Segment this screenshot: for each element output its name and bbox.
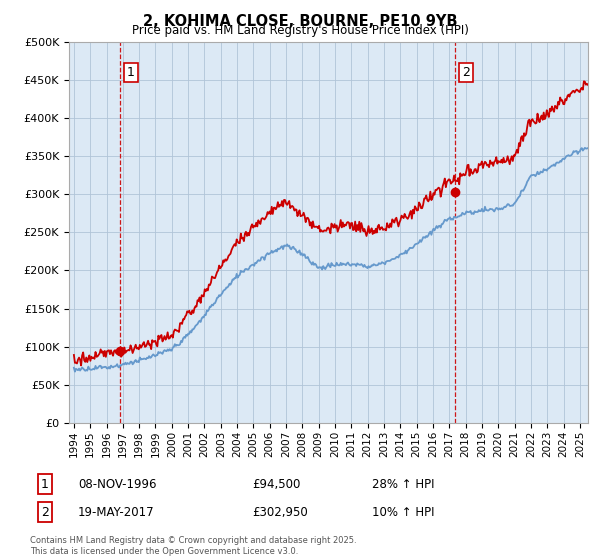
Text: 19-MAY-2017: 19-MAY-2017 <box>78 506 155 519</box>
Text: 08-NOV-1996: 08-NOV-1996 <box>78 478 157 491</box>
Text: 28% ↑ HPI: 28% ↑ HPI <box>372 478 434 491</box>
Text: 2: 2 <box>462 66 470 79</box>
Text: 2, KOHIMA CLOSE, BOURNE, PE10 9YB: 2, KOHIMA CLOSE, BOURNE, PE10 9YB <box>143 14 457 29</box>
Text: £94,500: £94,500 <box>252 478 301 491</box>
Text: 1: 1 <box>41 478 49 491</box>
Text: 10% ↑ HPI: 10% ↑ HPI <box>372 506 434 519</box>
Text: 1: 1 <box>127 66 135 79</box>
Text: £302,950: £302,950 <box>252 506 308 519</box>
Text: Price paid vs. HM Land Registry's House Price Index (HPI): Price paid vs. HM Land Registry's House … <box>131 24 469 37</box>
Text: Contains HM Land Registry data © Crown copyright and database right 2025.
This d: Contains HM Land Registry data © Crown c… <box>30 536 356 556</box>
Text: 2: 2 <box>41 506 49 519</box>
